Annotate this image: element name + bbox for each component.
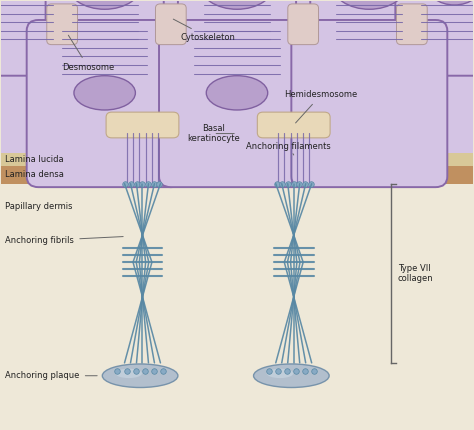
Ellipse shape (199, 0, 275, 9)
FancyBboxPatch shape (27, 20, 182, 187)
FancyBboxPatch shape (288, 4, 319, 45)
Ellipse shape (74, 76, 136, 110)
Text: Type VII
collagen: Type VII collagen (398, 264, 433, 283)
FancyBboxPatch shape (0, 0, 79, 76)
Ellipse shape (116, 369, 142, 378)
Bar (0, 1, 474, 153)
Ellipse shape (254, 364, 329, 387)
Text: Cytoskeleton: Cytoskeleton (173, 19, 235, 42)
FancyBboxPatch shape (395, 0, 474, 76)
Text: Lamina densa: Lamina densa (5, 170, 64, 179)
Text: Papillary dermis: Papillary dermis (5, 202, 73, 211)
Bar (0, 166, 474, 184)
Ellipse shape (331, 0, 407, 9)
Text: Anchoring plaque: Anchoring plaque (5, 371, 97, 380)
Text: Anchoring fibrils: Anchoring fibrils (5, 236, 123, 245)
FancyBboxPatch shape (397, 4, 427, 45)
Ellipse shape (267, 369, 293, 378)
FancyBboxPatch shape (257, 112, 330, 138)
Text: Basal
keratinocyte: Basal keratinocyte (187, 124, 240, 143)
Text: Nucleus: Nucleus (0, 429, 1, 430)
FancyBboxPatch shape (106, 112, 179, 138)
Text: Desmosome: Desmosome (62, 35, 114, 72)
Text: Hemidesmosome: Hemidesmosome (284, 90, 357, 123)
FancyBboxPatch shape (159, 20, 315, 187)
Ellipse shape (102, 364, 178, 387)
FancyBboxPatch shape (292, 20, 447, 187)
FancyBboxPatch shape (178, 0, 296, 76)
Ellipse shape (426, 0, 474, 5)
Ellipse shape (67, 0, 143, 9)
Bar (0, 153, 474, 166)
Ellipse shape (206, 76, 268, 110)
Text: Lamina lucida: Lamina lucida (5, 155, 64, 164)
FancyBboxPatch shape (47, 4, 77, 45)
FancyBboxPatch shape (155, 4, 186, 45)
Text: Anchoring filaments: Anchoring filaments (246, 142, 331, 155)
FancyBboxPatch shape (310, 0, 428, 76)
FancyBboxPatch shape (46, 0, 164, 76)
